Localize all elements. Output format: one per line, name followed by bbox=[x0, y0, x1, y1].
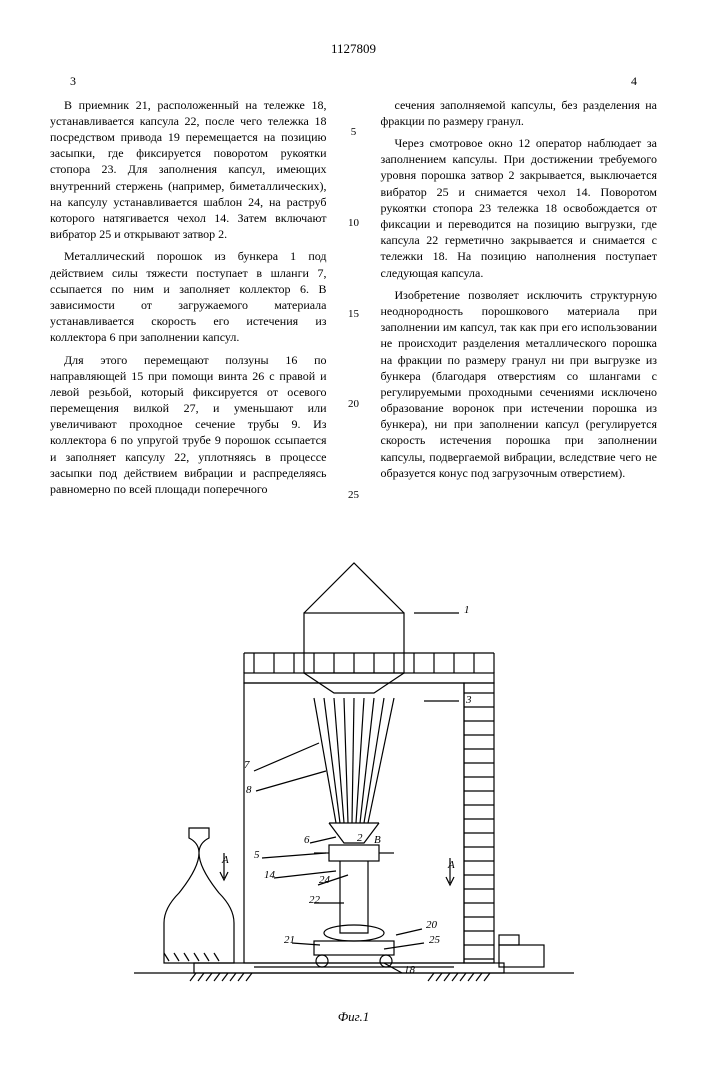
paragraph: Через смотровое окно 12 оператор наблюда… bbox=[381, 135, 658, 281]
svg-text:5: 5 bbox=[254, 849, 260, 861]
line-marker: 10 bbox=[348, 216, 359, 231]
paragraph: Для этого перемещают ползуны 16 по напра… bbox=[50, 352, 327, 498]
figure-diagram: 1 3 7 8 6 5 2В 14 24 22 21 20 25 18 A A bbox=[104, 523, 604, 1003]
page-right: 4 bbox=[631, 73, 637, 89]
svg-text:8: 8 bbox=[246, 784, 252, 796]
svg-text:18: 18 bbox=[404, 964, 416, 976]
left-column: В приемник 21, расположенный на тележке … bbox=[50, 97, 327, 504]
paragraph: сечения заполняемой капсулы, без разделе… bbox=[381, 97, 658, 129]
patent-number: 1127809 bbox=[50, 40, 657, 58]
svg-text:21: 21 bbox=[284, 934, 295, 946]
paragraph: В приемник 21, расположенный на тележке … bbox=[50, 97, 327, 243]
svg-text:A: A bbox=[447, 859, 455, 871]
right-column: сечения заполняемой капсулы, без разделе… bbox=[381, 97, 658, 504]
svg-text:20: 20 bbox=[426, 919, 438, 931]
svg-text:25: 25 bbox=[429, 934, 441, 946]
figure-1: 1 3 7 8 6 5 2В 14 24 22 21 20 25 18 A A Фиг.1 bbox=[50, 523, 657, 1026]
svg-text:14: 14 bbox=[264, 869, 276, 881]
text-columns: В приемник 21, расположенный на тележке … bbox=[50, 97, 657, 504]
svg-text:24: 24 bbox=[319, 874, 331, 886]
paragraph: Металлический порошок из бункера 1 под д… bbox=[50, 248, 327, 345]
line-marker: 15 bbox=[348, 307, 359, 322]
svg-text:2: 2 bbox=[357, 832, 363, 844]
line-number-gutter: 5 10 15 20 25 bbox=[345, 97, 363, 504]
line-marker: 20 bbox=[348, 397, 359, 412]
svg-text:7: 7 bbox=[244, 759, 250, 771]
svg-text:3: 3 bbox=[465, 694, 472, 706]
svg-text:6: 6 bbox=[304, 834, 310, 846]
paragraph: Изобретение позволяет исключить структур… bbox=[381, 287, 658, 481]
svg-text:22: 22 bbox=[309, 894, 321, 906]
line-marker: 5 bbox=[351, 125, 357, 140]
svg-text:В: В bbox=[374, 834, 381, 846]
page-left: 3 bbox=[70, 73, 76, 89]
svg-text:A: A bbox=[221, 854, 229, 866]
line-marker: 25 bbox=[348, 488, 359, 503]
figure-caption: Фиг.1 bbox=[50, 1008, 657, 1026]
page-numbers: 3 4 bbox=[50, 73, 657, 89]
svg-text:1: 1 bbox=[464, 604, 470, 616]
